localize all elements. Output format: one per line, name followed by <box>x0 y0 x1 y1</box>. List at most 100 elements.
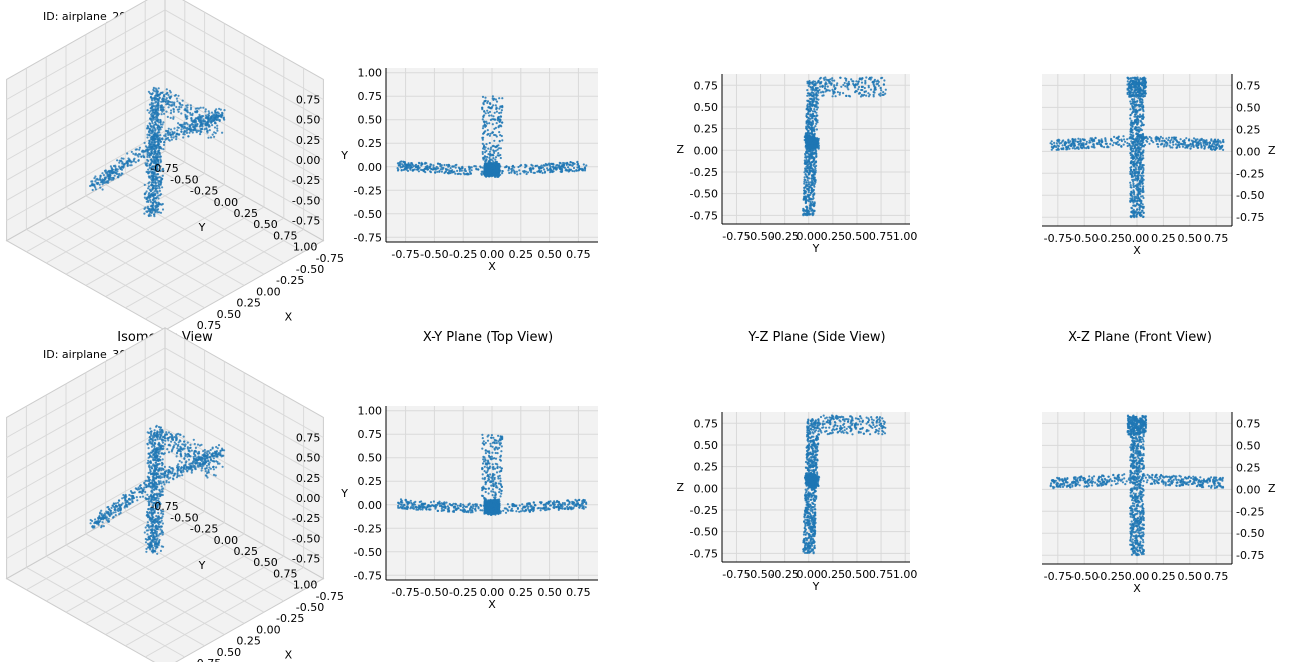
data-point <box>445 163 448 167</box>
data-point <box>151 141 154 144</box>
data-point <box>185 131 189 134</box>
data-point <box>804 173 807 176</box>
data-point <box>399 166 402 169</box>
data-point <box>1131 178 1134 181</box>
data-point <box>1202 144 1205 147</box>
data-point <box>166 102 169 105</box>
data-point <box>161 177 164 180</box>
iso-ztick: 0.75 <box>296 94 321 107</box>
data-point <box>805 183 808 186</box>
data-point <box>154 112 157 115</box>
data-point <box>218 119 221 123</box>
data-point <box>822 77 825 80</box>
data-point <box>815 155 818 158</box>
data-point <box>449 167 452 170</box>
data-point <box>806 94 809 97</box>
data-point <box>142 149 145 152</box>
data-point <box>121 161 124 164</box>
data-point <box>529 168 532 171</box>
data-point <box>216 124 219 127</box>
data-point <box>148 213 151 216</box>
data-point <box>483 169 487 172</box>
data-point <box>811 142 814 145</box>
data-point <box>154 200 157 203</box>
data-point <box>207 110 210 113</box>
data-point <box>485 168 489 171</box>
data-point <box>562 164 566 167</box>
data-point <box>150 101 153 105</box>
data-point <box>159 165 162 168</box>
data-point <box>806 140 809 143</box>
data-point <box>844 85 847 88</box>
xz-ytick: -0.50 <box>1236 189 1264 202</box>
data-point <box>546 169 549 172</box>
data-point <box>875 80 878 83</box>
data-point <box>810 169 813 172</box>
data-point <box>560 165 564 168</box>
data-point <box>421 162 424 166</box>
data-point <box>146 162 149 165</box>
iso-ytick: -0.25 <box>190 185 218 198</box>
data-point <box>486 100 490 103</box>
data-point <box>496 173 499 176</box>
data-point <box>149 132 152 135</box>
data-point <box>815 118 818 121</box>
yz-xtick: 0.25 <box>821 230 846 243</box>
data-point <box>150 174 153 177</box>
data-point <box>101 178 104 181</box>
data-point <box>165 137 168 140</box>
data-point <box>119 174 122 177</box>
data-point <box>563 166 567 169</box>
data-point <box>532 171 535 174</box>
yz-ytick: 0.00 <box>694 144 719 157</box>
data-point <box>859 95 863 98</box>
data-point <box>149 164 152 167</box>
data-point <box>182 123 185 126</box>
data-point <box>809 100 812 103</box>
data-point <box>94 188 97 191</box>
data-point <box>158 138 161 141</box>
data-point <box>160 147 163 150</box>
data-point <box>219 108 222 111</box>
data-point <box>818 88 821 91</box>
data-point <box>157 105 160 108</box>
data-point <box>146 210 149 213</box>
data-point <box>488 141 491 145</box>
data-point <box>1123 138 1126 141</box>
data-point <box>572 162 575 165</box>
xy-ytick: 0.00 <box>358 161 383 174</box>
data-point <box>495 160 498 163</box>
data-point <box>1073 147 1077 150</box>
data-point <box>824 83 827 86</box>
iso-grid-line <box>164 29 324 121</box>
data-point <box>163 112 166 115</box>
data-point <box>860 85 864 88</box>
data-point <box>170 138 173 141</box>
data-point <box>501 105 504 108</box>
data-point <box>484 112 487 115</box>
data-point <box>149 189 152 192</box>
data-point <box>128 160 131 163</box>
data-point <box>548 164 551 167</box>
data-point <box>1145 139 1148 142</box>
data-point <box>443 163 446 167</box>
data-point <box>151 188 154 191</box>
data-point <box>812 160 815 163</box>
data-point <box>865 76 868 79</box>
data-point <box>154 129 157 132</box>
data-point <box>216 127 219 130</box>
data-point <box>492 163 495 166</box>
data-point <box>482 147 485 150</box>
data-point <box>487 111 490 114</box>
data-point <box>189 113 192 116</box>
data-point <box>126 159 129 163</box>
yz-ytick: -0.75 <box>690 209 718 222</box>
data-point <box>447 165 450 168</box>
data-point <box>552 162 555 165</box>
data-point <box>160 100 163 103</box>
data-point <box>157 131 160 134</box>
data-point <box>168 139 171 142</box>
xy-xtick: 0.75 <box>566 248 591 261</box>
data-point <box>460 169 463 172</box>
data-point <box>181 125 184 128</box>
